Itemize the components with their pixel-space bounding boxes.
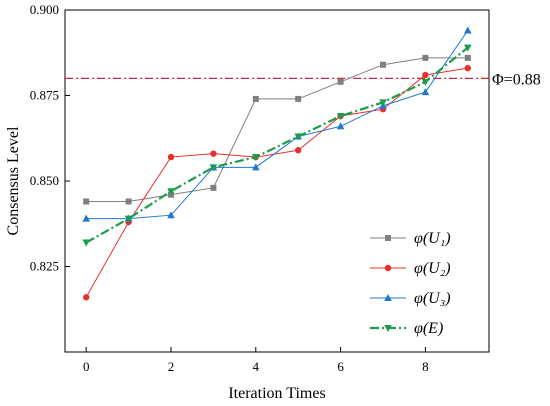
data-point: [380, 61, 386, 68]
series-0: [83, 54, 471, 205]
legend-label: φ(E): [414, 320, 443, 337]
data-point: [252, 163, 260, 171]
data-point: [210, 184, 217, 191]
series-line: [85, 67, 468, 298]
data-point: [252, 154, 260, 162]
legend-item: φ(U₁): [370, 230, 451, 247]
x-axis-title: Iteration Times: [228, 385, 325, 402]
data-point: [82, 239, 90, 247]
legend-marker: [384, 294, 392, 301]
data-point: [83, 198, 90, 205]
data-point: [464, 54, 471, 61]
data-point: [125, 198, 132, 205]
data-point: [167, 153, 175, 161]
y-tick-label: 0.850: [30, 173, 59, 188]
legend-marker: [385, 235, 391, 241]
series-line: [85, 46, 469, 244]
data-point: [336, 113, 345, 121]
legend-item: φ(U₃): [370, 290, 451, 307]
legend-label: φ(U₃): [414, 290, 451, 307]
data-point: [210, 150, 217, 157]
data-point: [464, 64, 471, 72]
legend-label: φ(U₁): [414, 230, 451, 247]
legend: φ(U₁) φ(U₂) φ(U₃) φ(E): [370, 230, 451, 337]
legend-marker: [384, 264, 392, 272]
reference-line-group: Φ=0.88: [65, 71, 541, 88]
x-axis: 0 2 4 6 8: [83, 347, 429, 374]
data-point: [82, 214, 90, 222]
y-axis: 0.825 0.850 0.875 0.900: [30, 2, 70, 274]
y-tick-label: 0.900: [30, 2, 59, 17]
data-point: [336, 122, 345, 130]
series-layer: [82, 26, 472, 301]
data-point: [209, 164, 218, 172]
data-point: [464, 44, 472, 52]
legend-label: φ(U₂): [414, 260, 451, 277]
data-point: [295, 95, 302, 102]
x-tick-label: 8: [422, 359, 429, 374]
series-line: [86, 57, 468, 203]
legend-marker: [384, 325, 392, 332]
data-point: [295, 147, 302, 154]
data-point: [464, 26, 472, 34]
data-point: [422, 71, 429, 79]
x-tick-label: 2: [168, 359, 175, 374]
data-point: [252, 95, 259, 102]
data-point: [421, 88, 430, 96]
legend-item: φ(E): [370, 320, 443, 337]
series-2: [82, 26, 472, 222]
data-point: [124, 215, 133, 223]
series-1: [83, 64, 471, 301]
data-point: [421, 78, 430, 86]
data-point: [167, 188, 175, 196]
data-point: [167, 211, 175, 219]
y-axis-title: Consensus Level: [5, 126, 22, 235]
series-3: [82, 44, 472, 247]
data-point: [337, 78, 344, 85]
data-point: [83, 294, 90, 301]
data-point: [422, 54, 429, 61]
x-tick-label: 6: [337, 359, 344, 374]
y-tick-label: 0.825: [30, 259, 59, 274]
series-line: [86, 30, 469, 220]
x-tick-label: 0: [83, 359, 90, 374]
legend-item: φ(U₂): [370, 260, 451, 277]
data-point: [294, 133, 302, 141]
reference-line-label: Φ=0.88: [492, 71, 541, 88]
x-tick-label: 4: [253, 359, 260, 374]
data-point: [379, 99, 387, 107]
y-tick-label: 0.875: [30, 88, 59, 103]
